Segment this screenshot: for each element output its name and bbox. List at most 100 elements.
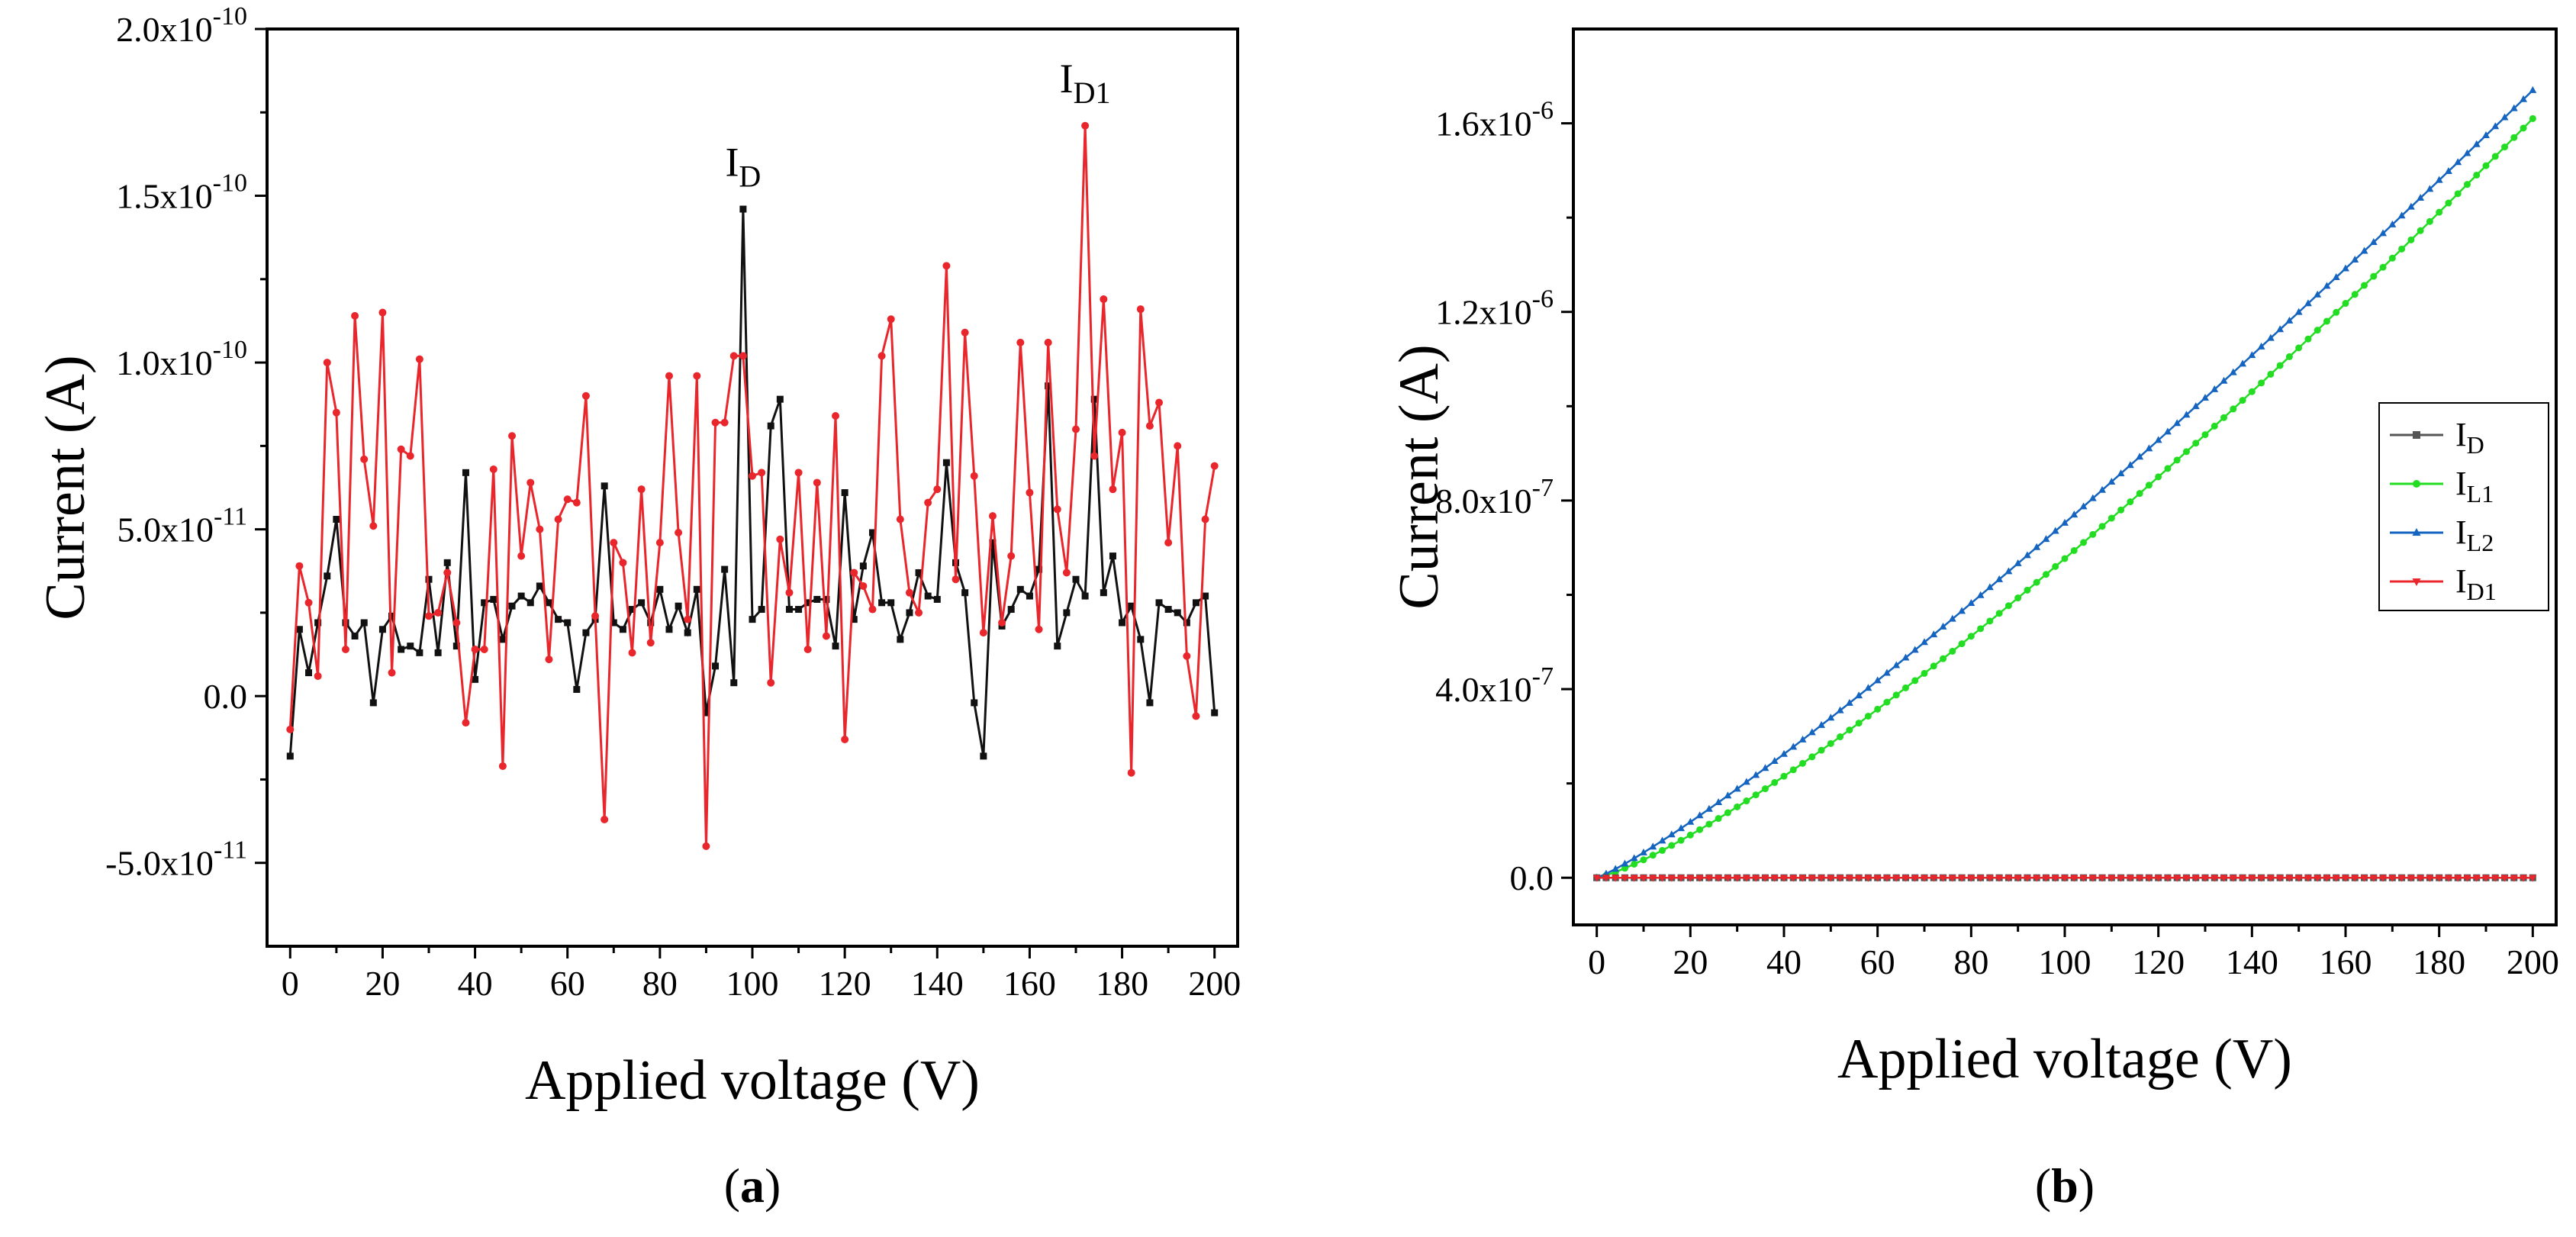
data-point bbox=[1734, 803, 1741, 810]
data-point bbox=[2230, 405, 2237, 413]
data-point bbox=[1658, 875, 1666, 882]
data-point bbox=[2107, 477, 2116, 485]
y-tick-label: 1.2x10-6 bbox=[1435, 285, 1554, 332]
data-point bbox=[2444, 875, 2452, 882]
data-point bbox=[295, 626, 303, 633]
data-point bbox=[2052, 562, 2059, 570]
data-point bbox=[2201, 431, 2209, 439]
data-point bbox=[2332, 272, 2340, 280]
data-point bbox=[1026, 488, 1034, 497]
data-point bbox=[1705, 875, 1713, 882]
x-tick-label: 40 bbox=[458, 964, 493, 1003]
data-point bbox=[2360, 875, 2368, 882]
data-point bbox=[979, 629, 987, 637]
data-point bbox=[1155, 398, 1164, 407]
data-point bbox=[2407, 875, 2415, 882]
series-annotation: ID1 bbox=[1060, 56, 1111, 110]
data-point bbox=[1901, 875, 1910, 882]
data-point bbox=[2473, 171, 2481, 179]
data-point bbox=[2042, 535, 2050, 543]
data-point bbox=[804, 599, 812, 607]
data-point bbox=[2220, 376, 2228, 384]
data-point bbox=[1780, 772, 1788, 780]
data-point bbox=[2061, 555, 2069, 562]
data-point bbox=[517, 552, 526, 560]
series-line bbox=[288, 208, 1216, 757]
data-point bbox=[415, 355, 423, 363]
data-point bbox=[1798, 735, 1807, 743]
data-point bbox=[1119, 619, 1126, 627]
data-point bbox=[2089, 530, 2097, 538]
data-point bbox=[794, 469, 803, 477]
data-point bbox=[675, 529, 683, 537]
data-point bbox=[767, 422, 774, 430]
data-point bbox=[1921, 669, 1928, 677]
data-point bbox=[1612, 865, 1620, 872]
data-point bbox=[1686, 831, 1694, 839]
data-point bbox=[2295, 344, 2303, 352]
data-point bbox=[776, 395, 784, 403]
series-ID1 bbox=[286, 121, 1219, 850]
data-point bbox=[878, 599, 886, 607]
data-point bbox=[739, 352, 747, 360]
data-point bbox=[2173, 875, 2182, 882]
data-point bbox=[2294, 308, 2303, 315]
data-point bbox=[1109, 485, 1117, 494]
data-point bbox=[1818, 720, 1826, 728]
data-point bbox=[2211, 422, 2218, 430]
data-point bbox=[859, 562, 867, 570]
data-point bbox=[425, 612, 433, 620]
data-point bbox=[730, 679, 738, 687]
data-point bbox=[572, 498, 581, 507]
data-point bbox=[1930, 662, 1937, 670]
data-point bbox=[896, 515, 904, 523]
data-point bbox=[693, 585, 700, 593]
data-point bbox=[1100, 295, 1108, 304]
data-point bbox=[2136, 875, 2144, 882]
data-point bbox=[2079, 875, 2088, 882]
data-point bbox=[2529, 875, 2537, 882]
data-point bbox=[1799, 759, 1807, 767]
data-point bbox=[1818, 875, 1826, 882]
data-point bbox=[601, 815, 609, 823]
data-point bbox=[2145, 444, 2153, 452]
data-point bbox=[822, 632, 830, 640]
data-point bbox=[1724, 791, 1732, 799]
data-point bbox=[434, 649, 442, 656]
data-point bbox=[1677, 824, 1686, 832]
x-tick-label: 160 bbox=[1003, 964, 1056, 1003]
legend-marker bbox=[2413, 431, 2420, 439]
data-point bbox=[868, 529, 876, 536]
data-point bbox=[988, 512, 997, 520]
y-tick-label: -5.0x10-11 bbox=[105, 836, 247, 883]
data-point bbox=[1770, 875, 1779, 882]
data-point bbox=[480, 645, 488, 653]
data-point bbox=[1695, 875, 1704, 882]
data-point bbox=[656, 585, 664, 593]
data-point bbox=[406, 452, 414, 460]
data-point bbox=[638, 599, 646, 607]
data-point bbox=[989, 539, 997, 546]
data-point bbox=[2051, 875, 2059, 882]
data-point bbox=[1882, 668, 1891, 676]
data-point bbox=[2463, 149, 2471, 156]
data-point bbox=[785, 588, 794, 597]
data-point bbox=[508, 602, 516, 610]
data-point bbox=[1667, 875, 1676, 882]
data-point bbox=[1072, 575, 1080, 583]
data-point bbox=[2182, 411, 2191, 418]
data-point bbox=[601, 482, 608, 490]
x-tick-label: 80 bbox=[1953, 942, 1988, 981]
x-tick-label: 120 bbox=[2132, 942, 2185, 981]
legend-marker bbox=[2412, 578, 2421, 586]
data-point bbox=[2267, 370, 2275, 378]
data-point bbox=[2529, 114, 2536, 122]
data-point bbox=[1967, 875, 1975, 882]
data-point bbox=[472, 675, 479, 683]
data-point bbox=[1592, 875, 1601, 882]
data-point bbox=[2369, 875, 2378, 882]
data-point bbox=[1210, 462, 1219, 470]
data-point bbox=[1770, 756, 1779, 764]
data-point bbox=[942, 262, 951, 270]
data-point bbox=[397, 445, 405, 453]
